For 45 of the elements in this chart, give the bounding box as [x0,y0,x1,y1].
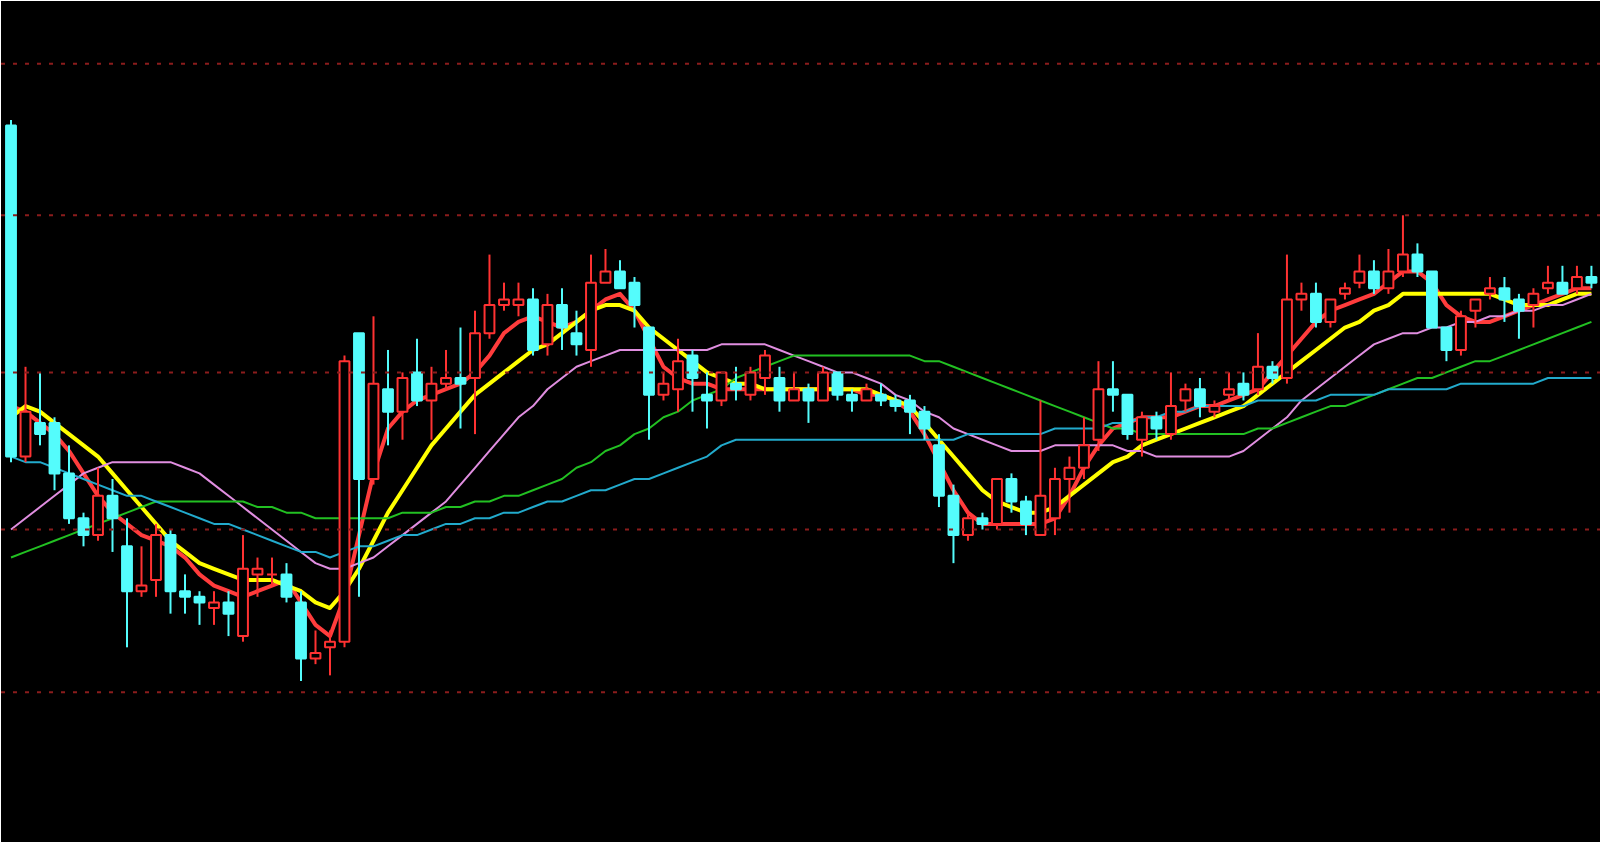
candlestick [991,478,1003,531]
candlestick [686,348,699,413]
candlestick [788,371,800,402]
candlestick [1150,410,1163,441]
candlestick [1179,382,1192,413]
candlestick [1556,264,1569,295]
candlestick [382,348,394,447]
candlestick [1585,264,1598,290]
candlestick [150,522,162,598]
candlestick [541,292,554,357]
candlestick [1136,410,1148,458]
candlestick [773,365,786,413]
candlestick [396,371,409,441]
candlestick [556,287,568,351]
candlestick [411,337,423,408]
candlestick [121,517,133,649]
candlestick [802,382,815,424]
candlestick [1469,298,1482,329]
candlestick [1353,253,1366,290]
candlestick [106,478,119,553]
candlestick [1223,371,1235,402]
candlestick [1455,309,1467,357]
candlestick [1165,371,1177,441]
candlestick [92,466,104,542]
candlestick [454,326,467,430]
candlestick [1310,281,1322,329]
candlestick [1324,298,1337,329]
candlestick [1484,276,1496,301]
candlestick [570,309,583,357]
candlestick [1237,371,1250,402]
candlestick [701,371,713,430]
candlestick [1194,377,1206,419]
candlestick [1527,287,1540,329]
candlestick [1252,332,1264,396]
candlestick [730,365,742,402]
candlestick [135,545,148,598]
candlestick [208,590,220,626]
candlestick [19,365,32,464]
candlestick [266,556,278,587]
candlestick [817,365,829,402]
candlestick [715,371,728,408]
candlestick [1368,259,1380,295]
candlestick [962,511,974,542]
candlestick [280,562,293,604]
candlestick [222,590,235,638]
